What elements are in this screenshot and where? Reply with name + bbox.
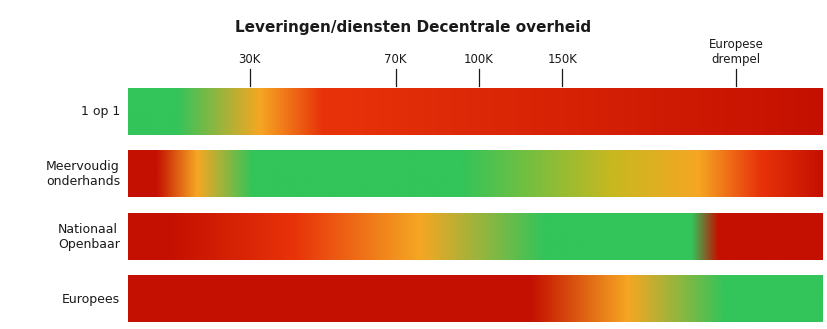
Text: Europees: Europees <box>62 293 120 306</box>
Text: 70K: 70K <box>385 53 407 66</box>
Text: 150K: 150K <box>547 53 577 66</box>
Text: Leveringen/diensten Decentrale overheid: Leveringen/diensten Decentrale overheid <box>236 20 591 35</box>
Text: Meervoudig
onderhands: Meervoudig onderhands <box>45 160 120 189</box>
Text: Nationaal
Openbaar: Nationaal Openbaar <box>58 223 120 251</box>
Text: 1 op 1: 1 op 1 <box>81 105 120 118</box>
Text: 30K: 30K <box>238 53 261 66</box>
Text: Europese
drempel: Europese drempel <box>709 38 763 66</box>
Text: 100K: 100K <box>464 53 494 66</box>
